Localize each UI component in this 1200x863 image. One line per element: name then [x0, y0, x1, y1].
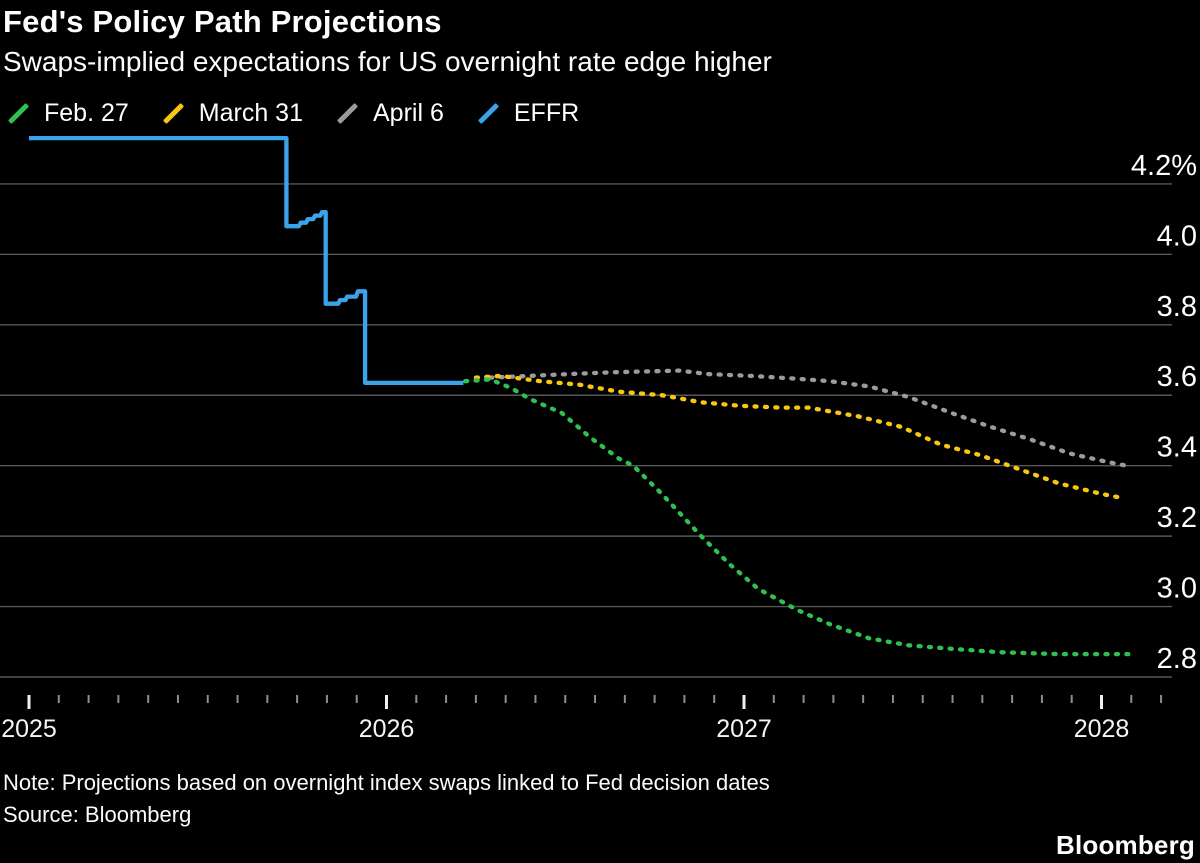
- svg-text:3.2: 3.2: [1157, 502, 1197, 534]
- chart-canvas: 4.2% 4.0 3.8 3.6 3.4 3.2 3.0 2.8 2025 2026 2027 202…: [0, 135, 1197, 743]
- chart-source: Source: Bloomberg: [3, 802, 192, 827]
- svg-text:2028: 2028: [1074, 715, 1130, 743]
- legend-label: April 6: [373, 99, 444, 127]
- svg-text:3.0: 3.0: [1157, 573, 1197, 605]
- legend-slash-icon: [7, 102, 30, 124]
- legend-slash-icon: [162, 102, 184, 124]
- legend-item-effr: EFFR: [476, 99, 579, 127]
- svg-text:2027: 2027: [716, 715, 772, 743]
- legend-label: Feb. 27: [44, 99, 129, 127]
- legend-item-feb-27: Feb. 27: [6, 99, 129, 127]
- svg-text:2025: 2025: [1, 715, 57, 743]
- svg-text:3.8: 3.8: [1157, 291, 1197, 323]
- chart-subtitle: Swaps-implied expectations for US overni…: [3, 46, 772, 77]
- legend-item-april-6: April 6: [335, 99, 444, 127]
- chart-header: Fed's Policy Path Projections Swaps-impl…: [3, 4, 1197, 78]
- svg-text:3.4: 3.4: [1157, 432, 1197, 464]
- svg-text:3.6: 3.6: [1157, 361, 1197, 393]
- chart-legend: Feb. 27 March 31 April 6 EFFR: [6, 99, 579, 127]
- chart-note: Note: Projections based on overnight ind…: [3, 770, 770, 795]
- svg-text:4.0: 4.0: [1157, 220, 1197, 252]
- legend-item-march-31: March 31: [161, 99, 303, 127]
- legend-slash-icon: [336, 102, 359, 124]
- legend-label: EFFR: [513, 99, 580, 127]
- svg-text:2.8: 2.8: [1157, 643, 1197, 675]
- svg-text:4.2%: 4.2%: [1131, 150, 1197, 182]
- svg-text:2026: 2026: [359, 715, 415, 743]
- legend-label: March 31: [198, 99, 303, 127]
- bloomberg-logo: Bloomberg: [1055, 830, 1195, 860]
- chart-title: Fed's Policy Path Projections: [3, 4, 442, 39]
- legend-slash-icon: [477, 102, 499, 124]
